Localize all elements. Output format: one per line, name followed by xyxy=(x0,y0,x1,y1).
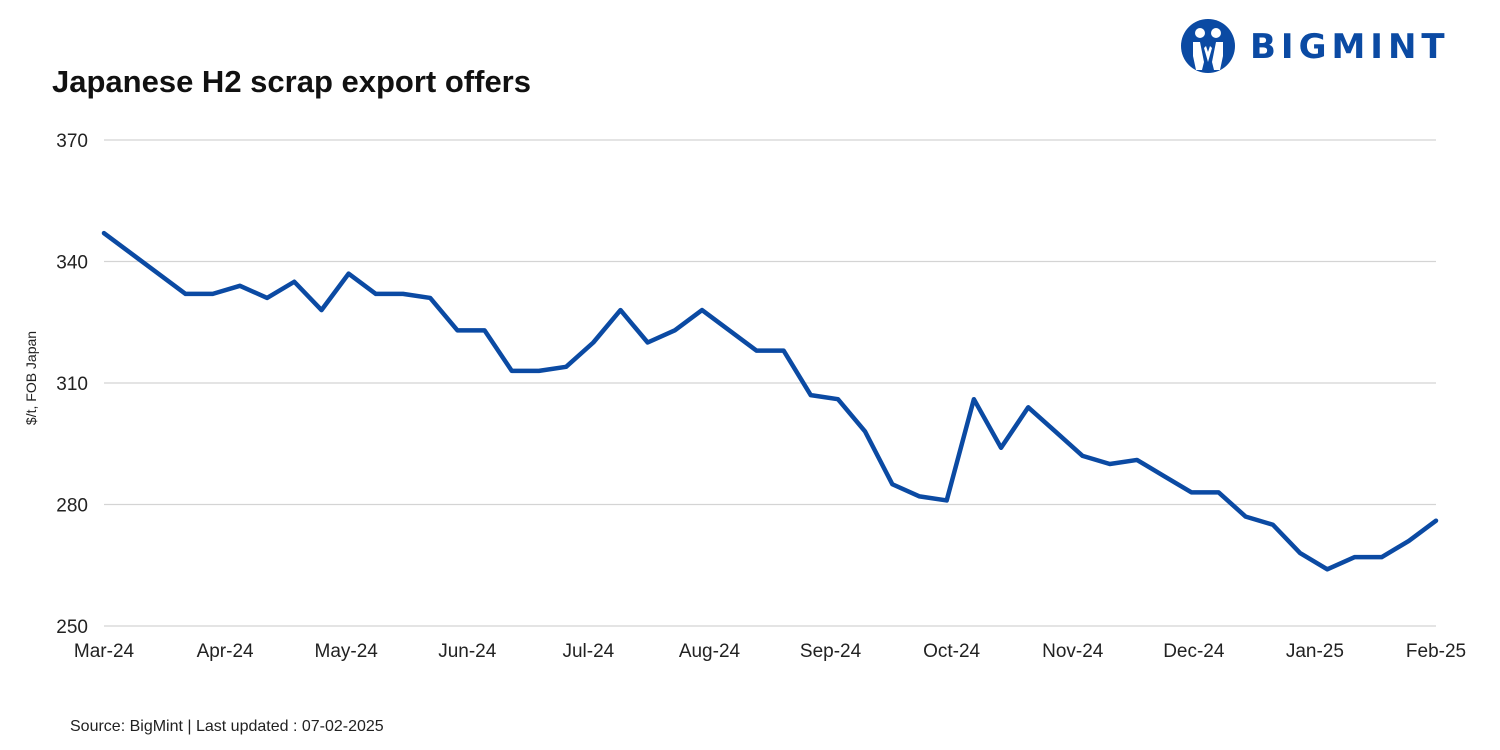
x-tick-label: Apr-24 xyxy=(197,641,254,662)
x-tick-label: Jun-24 xyxy=(438,641,497,662)
brand-name: BIGMINT xyxy=(1250,27,1450,67)
x-tick-label: Mar-24 xyxy=(74,641,135,662)
chart-title: Japanese H2 scrap export offers xyxy=(52,64,531,99)
x-tick-label: Nov-24 xyxy=(1042,641,1104,662)
gridlines xyxy=(104,139,1436,627)
x-tick-label: Jan-25 xyxy=(1286,641,1344,662)
x-tick-label: Jul-24 xyxy=(562,641,614,662)
brand-logo: BIGMINT xyxy=(1180,18,1450,74)
x-tick-label: Sep-24 xyxy=(800,641,862,662)
x-tick-label: Dec-24 xyxy=(1163,641,1225,662)
x-tick-label: Feb-25 xyxy=(1406,641,1466,662)
y-tick-label: 370 xyxy=(56,131,88,152)
y-axis-label: $/t, FOB Japan xyxy=(23,331,39,425)
x-tick-label: May-24 xyxy=(315,641,379,662)
y-tick-label: 310 xyxy=(56,374,88,395)
bigmint-logo-icon xyxy=(1181,19,1235,73)
y-axis-ticks: 250 280 310 340 370 xyxy=(56,131,88,638)
x-axis-ticks: Mar-24 Apr-24 May-24 Jun-24 Jul-24 Aug-24 Sep-… xyxy=(74,641,1466,662)
series-line xyxy=(101,230,1439,572)
x-tick-label: Aug-24 xyxy=(679,641,741,662)
x-tick-label: Oct-24 xyxy=(923,641,980,662)
y-tick-label: 340 xyxy=(56,253,88,274)
y-tick-label: 250 xyxy=(56,617,88,638)
y-tick-label: 280 xyxy=(56,496,88,517)
source-note: Source: BigMint | Last updated : 07-02-2… xyxy=(70,718,384,735)
